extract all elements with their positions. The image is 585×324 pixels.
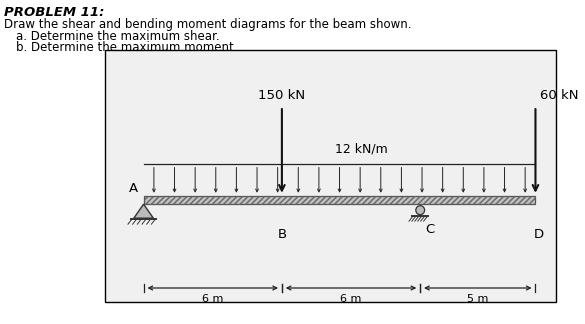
Text: 6 m: 6 m [340, 294, 362, 304]
Text: a. Determine the maximum shear.: a. Determine the maximum shear. [16, 30, 219, 43]
Text: Draw the shear and bending moment diagrams for the beam shown.: Draw the shear and bending moment diagra… [4, 18, 411, 31]
Text: 12 kN/m: 12 kN/m [335, 142, 388, 155]
Text: C: C [425, 223, 435, 236]
Text: PROBLEM 11:: PROBLEM 11: [4, 6, 104, 19]
Bar [105, 50, 556, 302]
Text: 5 m: 5 m [467, 294, 488, 304]
Circle shape [416, 206, 425, 215]
Text: 150 kN: 150 kN [259, 89, 305, 102]
Text: B: B [277, 228, 287, 241]
Bar [143, 196, 535, 204]
Text: A: A [129, 182, 137, 195]
Text: 60 kN: 60 kN [541, 89, 579, 102]
Bar [143, 196, 535, 204]
Polygon shape [134, 204, 153, 218]
Text: D: D [534, 228, 543, 241]
Text: b. Determine the maximum moment.: b. Determine the maximum moment. [16, 41, 237, 54]
Text: 6 m: 6 m [202, 294, 223, 304]
